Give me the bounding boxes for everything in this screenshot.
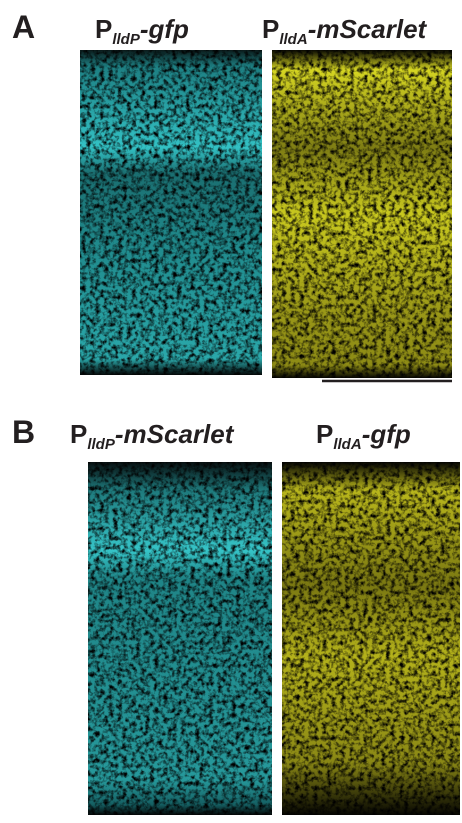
micrograph [88,462,272,815]
image-title: PlldP-mScarlet [70,419,235,453]
image-title: PlldP-gfp [95,14,189,48]
promoter: P [262,14,279,44]
reporter: -gfp [362,419,411,449]
promoter-subscript: lldA [333,436,361,453]
promoter-subscript: lldA [279,31,307,48]
reporter: -gfp [140,14,189,44]
reporter: -mScarlet [308,14,428,44]
panel-label: A [12,9,35,45]
promoter: P [70,419,87,449]
micrograph [272,50,452,378]
promoter: P [95,14,112,44]
panel-label: B [12,414,35,450]
promoter-subscript: lldP [87,436,115,453]
image-title: PlldA-gfp [316,419,411,453]
image-title: PlldA-mScarlet [262,14,428,48]
promoter-subscript: lldP [112,31,140,48]
promoter: P [316,419,333,449]
micrograph [282,462,460,815]
micrograph [80,50,262,375]
reporter: -mScarlet [115,419,235,449]
